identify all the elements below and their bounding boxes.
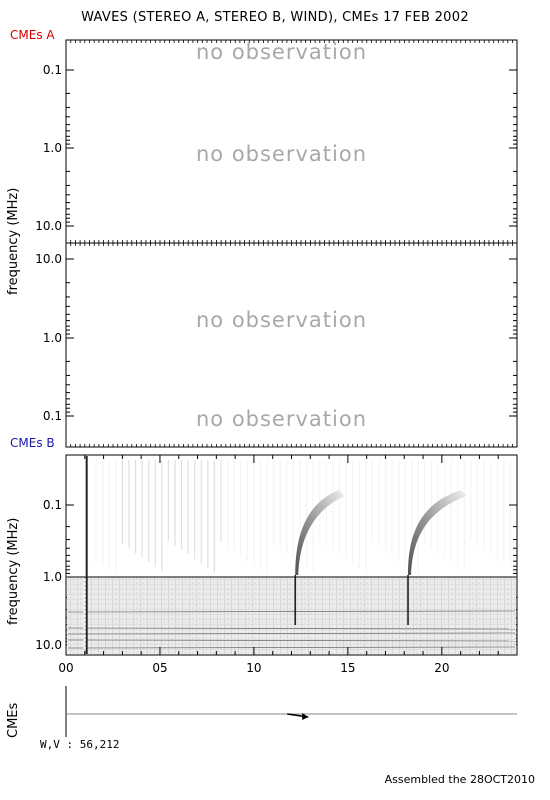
interference-line — [67, 639, 516, 642]
burst-dot — [83, 626, 86, 630]
y-tick-label: 0.1 — [43, 409, 62, 423]
y-tick-label: 1.0 — [43, 331, 62, 345]
x-tick-label: 15 — [340, 661, 355, 675]
y-tick-label: 10.0 — [35, 252, 62, 266]
burst-dot — [83, 598, 86, 602]
burst-dot — [83, 630, 86, 634]
no-observation-label: no observation — [196, 40, 367, 64]
burst-dot — [83, 622, 86, 626]
burst-dot — [83, 614, 86, 618]
burst-dot — [83, 590, 86, 594]
burst-dot — [83, 578, 86, 582]
burst-dot — [83, 606, 86, 610]
assembled-note: Assembled the 28OCT2010 — [384, 773, 535, 786]
interference-line — [67, 627, 516, 630]
y-tick-label: 0.1 — [43, 63, 62, 77]
cmes-a-label: CMEs A — [10, 28, 55, 42]
burst-dot — [83, 618, 86, 622]
burst-dot — [83, 610, 86, 614]
wv-readout: W,V : 56,212 — [40, 738, 120, 751]
burst-dot — [83, 582, 86, 586]
x-tick-label: 05 — [152, 661, 167, 675]
burst-dot — [83, 602, 86, 606]
chart-title: WAVES (STEREO A, STEREO B, WIND), CMEs 1… — [81, 10, 469, 25]
burst-dot — [83, 638, 86, 642]
x-tick-label: 00 — [58, 661, 73, 675]
burst-dot — [83, 594, 86, 598]
burst-dot — [83, 646, 86, 650]
burst-dot — [83, 642, 86, 646]
y-tick-label: 10.0 — [35, 638, 62, 652]
x-tick-label: 20 — [434, 661, 449, 675]
radio-noise-band — [67, 577, 516, 654]
cme-arrow-head — [302, 713, 309, 720]
interference-line — [67, 610, 516, 613]
burst-dot — [83, 634, 86, 638]
type-ii-burst — [295, 490, 345, 575]
x-tick-label: 10 — [246, 661, 261, 675]
y-tick-label: 10.0 — [35, 219, 62, 233]
burst-dot — [83, 586, 86, 590]
no-observation-label: no observation — [196, 407, 367, 431]
y-tick-label: 0.1 — [43, 498, 62, 512]
no-observation-label: no observation — [196, 142, 367, 166]
y-tick-label: 1.0 — [43, 570, 62, 584]
y-tick-label: 1.0 — [43, 141, 62, 155]
no-observation-label: no observation — [196, 308, 367, 332]
type-ii-burst — [408, 490, 467, 575]
interference-line — [67, 632, 516, 635]
cmes-b-label: CMEs B — [10, 436, 55, 450]
interference-line — [67, 646, 516, 649]
